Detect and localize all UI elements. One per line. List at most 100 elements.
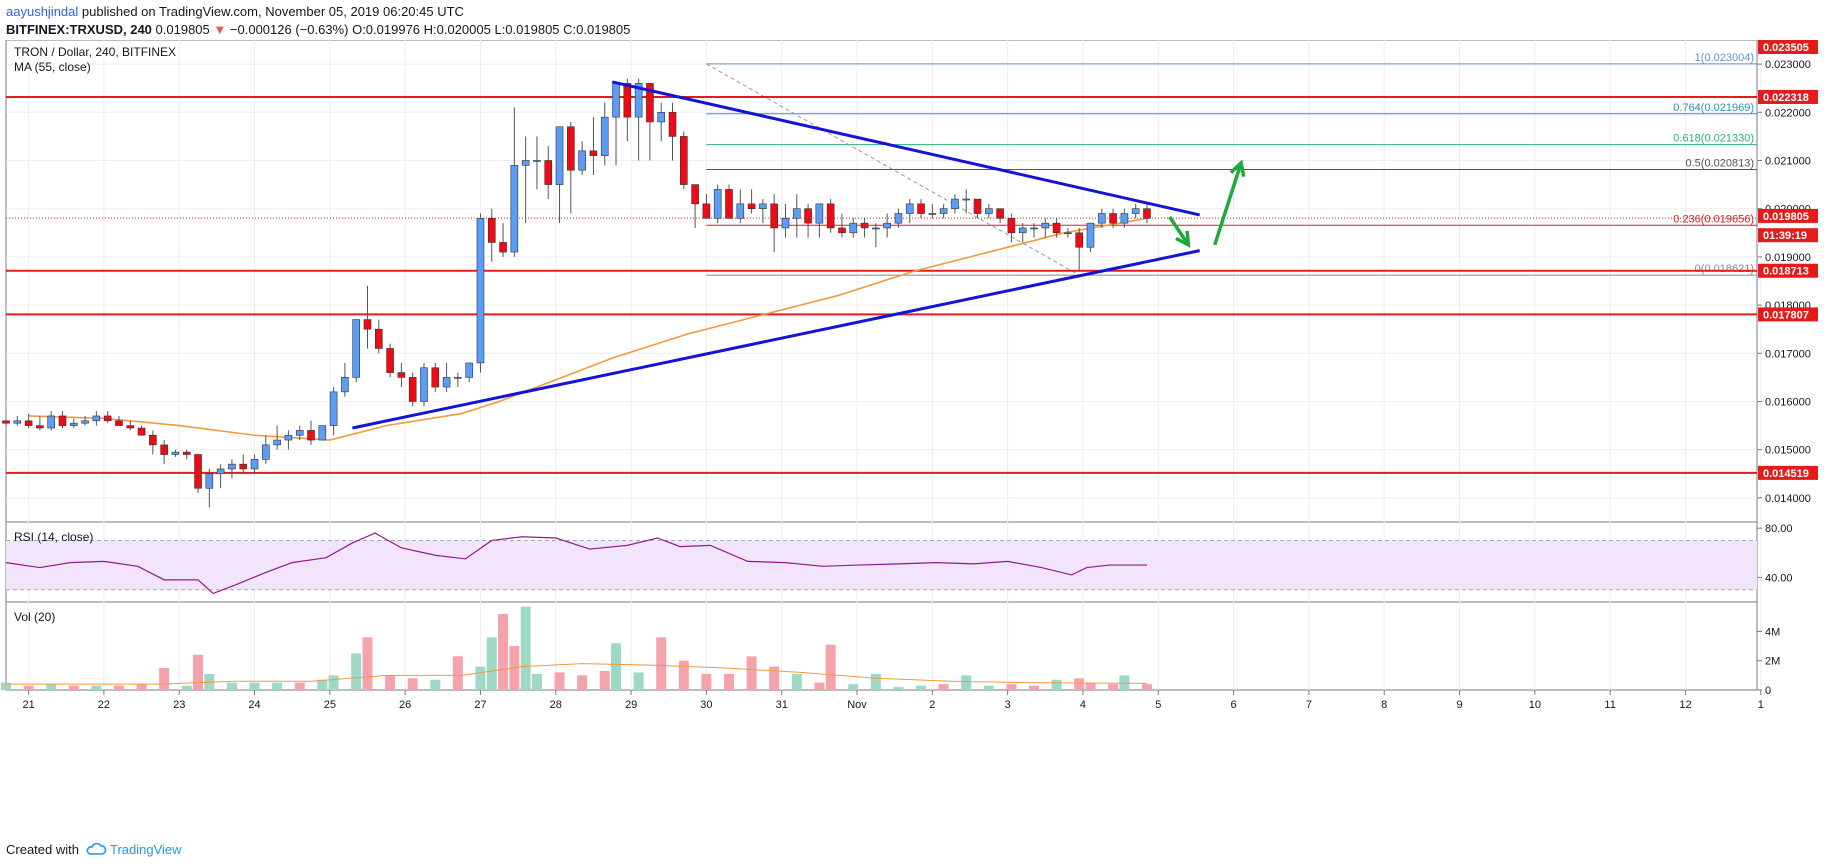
x-tick-label: 11 (1604, 699, 1615, 711)
volume-bar (159, 668, 170, 690)
volume-bar (407, 678, 418, 690)
x-tick-label: 2 (929, 699, 935, 711)
candle-body (36, 425, 44, 429)
rsi-title: RSI (14, close) (14, 530, 93, 544)
x-tick-label: 7 (1306, 699, 1312, 711)
candle (589, 117, 598, 175)
candle (341, 362, 349, 397)
tradingview-link[interactable]: TradingView (110, 842, 182, 857)
candle (668, 102, 677, 161)
candle-body (657, 112, 666, 123)
candle-body (815, 203, 824, 224)
rsi-band (6, 540, 1757, 590)
chart-header: aayushjindal published on TradingView.co… (0, 0, 1828, 40)
price-tag (1758, 228, 1818, 243)
candle (713, 184, 722, 224)
candle-body (973, 198, 982, 214)
candle-body (499, 242, 507, 253)
candle (894, 208, 903, 228)
candle (600, 102, 609, 166)
candle-body (578, 150, 586, 171)
x-tick-label: 12 (1679, 699, 1691, 711)
volume-bar (1085, 682, 1096, 690)
volume-bar (193, 654, 204, 690)
candle-body (160, 444, 168, 455)
candle-body (1086, 222, 1095, 248)
candle-body (634, 83, 643, 118)
candle (646, 83, 654, 161)
candle (442, 362, 451, 392)
arrow-head-icon (1175, 230, 1191, 248)
author-link[interactable]: aayushjindal (6, 4, 79, 19)
candle-body (295, 430, 304, 436)
candle (792, 194, 801, 238)
publish-info: published on TradingView.com, November 0… (78, 4, 464, 19)
candle (487, 208, 496, 262)
candle-body (262, 444, 270, 460)
candle (1086, 222, 1095, 253)
fib-level-label: 0.5(0.020813) (1686, 158, 1755, 170)
x-tick-label: 5 (1155, 699, 1161, 711)
candle (476, 213, 485, 373)
candle-body (442, 377, 451, 388)
candle-body (589, 150, 598, 156)
candle-body (951, 198, 959, 209)
y-tick-label: 0.019000 (1765, 252, 1811, 264)
candle-body (770, 203, 778, 229)
candle (578, 141, 586, 175)
volume-bar (181, 685, 192, 690)
price-tag-label: 0.014519 (1763, 468, 1809, 480)
candle-body (747, 203, 756, 210)
volume-bar (678, 660, 689, 690)
candle (374, 319, 383, 354)
candle (533, 136, 541, 190)
chart-canvas[interactable]: 21 22 23 24 25 26 27 28 29 30 31 Nov 2 3 4 5 6 7 8 9 10 11 12 1… (0, 40, 1828, 840)
projection-arrow (1213, 162, 1243, 246)
volume-bar (1074, 678, 1085, 690)
candle (1075, 227, 1083, 272)
volume-bar (916, 685, 927, 690)
x-tick-label: 21 (22, 699, 34, 711)
candle-body (216, 468, 225, 475)
candle (883, 213, 891, 238)
candle (691, 184, 699, 228)
price-tag (1758, 263, 1818, 278)
volume-bar (769, 666, 780, 690)
candle-body (725, 189, 733, 219)
projection-arrow (1168, 215, 1190, 246)
volume-bar (1119, 675, 1130, 690)
candle-body (623, 83, 632, 118)
candle-body (228, 463, 236, 470)
candle (1109, 208, 1117, 228)
volume-bar (554, 672, 565, 690)
candle (465, 362, 473, 383)
candle-body (397, 372, 406, 378)
candle (1097, 208, 1106, 228)
chart-frame (5, 40, 1758, 691)
candle (408, 372, 417, 407)
candle (849, 218, 858, 238)
candle-body (600, 116, 609, 156)
arrow-head-icon (1229, 159, 1246, 177)
candle-body (408, 377, 417, 402)
volume-bar (113, 685, 124, 690)
candle (205, 468, 214, 508)
candle (1052, 218, 1061, 238)
volume-bar (983, 685, 994, 690)
volume-bar (1108, 684, 1119, 690)
candle-body (103, 415, 112, 422)
volume-bar (961, 675, 972, 690)
candle-body (612, 83, 620, 118)
candle (386, 343, 394, 378)
volume-bar (68, 685, 79, 690)
volume-bar (317, 679, 328, 690)
volume-bar (385, 675, 396, 690)
volume-bar (1029, 685, 1040, 690)
candle-body (386, 348, 394, 373)
candle-body (646, 83, 654, 123)
x-tick-label: 10 (1529, 699, 1541, 711)
candle-body (849, 222, 858, 234)
candle-body (838, 227, 846, 234)
candle-body (567, 126, 575, 171)
candle-body (92, 415, 101, 422)
